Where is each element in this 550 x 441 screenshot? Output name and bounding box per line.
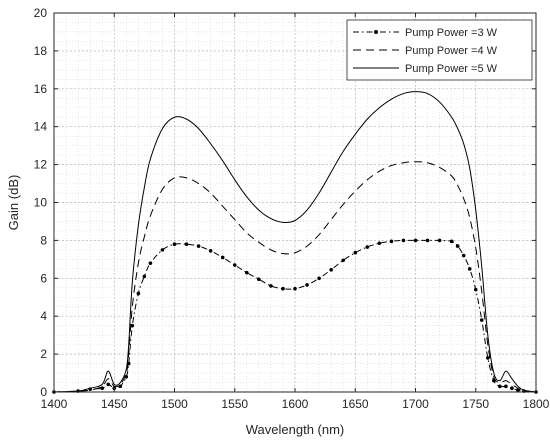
series-point <box>341 258 346 263</box>
legend-marker-sample <box>374 30 378 34</box>
y-tick-label: 8 <box>40 233 47 247</box>
y-axis-label: Gain (dB) <box>6 175 21 231</box>
series-point <box>317 276 321 281</box>
series-point <box>293 286 297 291</box>
series-point <box>473 287 478 292</box>
series-line-pump-power-4-w <box>53 161 537 393</box>
x-tick-label: 1750 <box>462 397 489 411</box>
series-point <box>329 267 333 272</box>
x-tick-label: 1800 <box>523 397 550 411</box>
series-point <box>305 283 309 287</box>
x-tick-label: 1650 <box>342 397 369 411</box>
series-point <box>208 249 213 253</box>
x-tick-label: 1550 <box>221 397 248 411</box>
y-tick-label: 16 <box>34 82 48 96</box>
series-point <box>118 384 123 389</box>
x-tick-label: 1450 <box>101 397 128 411</box>
y-tick-label: 10 <box>34 196 48 210</box>
series-point <box>377 241 382 246</box>
y-tick-label: 12 <box>34 158 48 172</box>
series-point <box>232 263 237 267</box>
legend-entry: Pump Power =3 W <box>353 27 498 39</box>
series-point <box>142 274 147 279</box>
series-point <box>257 277 261 282</box>
series-point <box>172 242 177 246</box>
series-point <box>467 267 472 271</box>
y-tick-label: 0 <box>40 385 47 399</box>
x-tick-label: 1400 <box>41 397 68 411</box>
x-tick-label: 1700 <box>402 397 429 411</box>
series-point <box>245 270 249 275</box>
y-tick-label: 14 <box>34 120 48 134</box>
legend-entry: Pump Power =5 W <box>353 63 498 75</box>
legend-label: Pump Power =5 W <box>405 63 498 75</box>
series-point <box>437 238 442 243</box>
legend-label: Pump Power =3 W <box>405 27 498 39</box>
series-point <box>461 253 466 258</box>
series-layer <box>52 91 538 394</box>
series-point <box>486 356 490 360</box>
series-point <box>353 250 358 255</box>
ticks <box>53 12 537 393</box>
x-tick-label: 1500 <box>161 397 188 411</box>
legend-box <box>346 19 533 81</box>
series-line-pump-power-5-w <box>53 91 537 393</box>
series-point <box>196 244 201 248</box>
x-axis-label: Wavelength (nm) <box>246 422 345 437</box>
legend-entry: Pump Power =4 W <box>353 45 498 57</box>
series-point <box>365 245 370 249</box>
x-tick-label: 1600 <box>282 397 309 411</box>
series-point <box>401 238 406 243</box>
legend-label: Pump Power =4 W <box>405 45 498 57</box>
series-point <box>425 238 430 243</box>
series-point <box>510 386 514 391</box>
series-point <box>148 261 153 265</box>
series-point <box>100 386 104 391</box>
series-point <box>455 244 460 248</box>
series-point <box>479 318 484 322</box>
series-point <box>136 291 141 296</box>
series-point <box>269 284 273 288</box>
series-line-pump-power-3-w <box>53 239 537 393</box>
y-tick-label: 20 <box>34 6 48 20</box>
legend: Pump Power =3 W Pump Power =4 W Pump Power… <box>346 19 533 81</box>
series-point <box>160 248 165 252</box>
series-point <box>498 384 502 389</box>
series-point <box>281 286 285 291</box>
series-point <box>389 239 394 244</box>
series-point <box>449 239 454 244</box>
series-point <box>220 255 225 260</box>
series-point <box>106 382 111 387</box>
y-tick-label: 6 <box>40 271 47 285</box>
series-point <box>130 323 135 328</box>
series-point <box>504 384 508 389</box>
y-tick-label: 2 <box>40 347 47 361</box>
series-point <box>184 242 189 246</box>
y-tick-label: 4 <box>40 309 47 323</box>
y-tick-label: 18 <box>34 44 48 58</box>
series-point <box>413 238 418 243</box>
tick-labels: 1400 1450 1500 1550 1600 1650 1700 1750 1800 0 2 4 6… <box>34 6 550 411</box>
